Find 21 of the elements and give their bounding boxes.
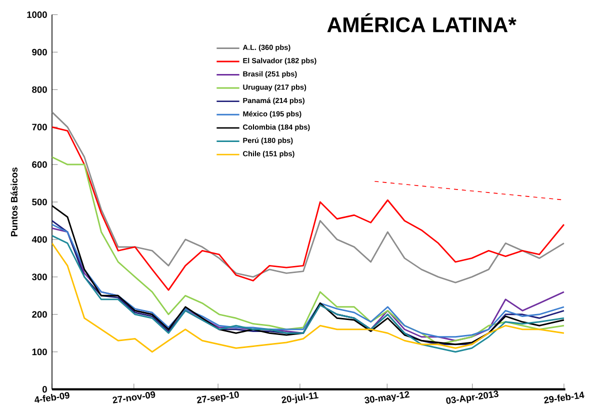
y-tick-label: 400 [32,236,47,243]
x-tick-label: 29-feb-14 [544,392,584,404]
y-tick-label: 200 [32,311,47,318]
line-series [52,156,565,346]
y-axis-title: Puntos Básicos [10,168,18,236]
y-tick-label: 500 [32,198,47,206]
y-tick-label: 0 [42,386,47,393]
x-tick-label: 27-sep-10 [196,391,239,404]
x-tick-label: 30-may-12 [364,391,410,404]
x-tick-label: 27-nov-09 [112,391,156,404]
y-tick-label: 100 [32,348,47,356]
y-tick-label: 800 [32,86,47,93]
x-tick-label: 03-Apr-2013 [446,390,498,404]
chart-title: AMÉRICA LATINA* [327,13,516,32]
y-tick-label: 600 [32,161,47,168]
x-tick-label: 20-jul-11 [282,392,318,404]
y-tick-label: 300 [32,274,47,280]
x-tick-label: 4-feb-09 [34,392,70,403]
y-tick-label: 700 [32,124,47,130]
y-tick-label: 900 [32,48,47,56]
y-tick-label: 1000 [27,11,47,18]
